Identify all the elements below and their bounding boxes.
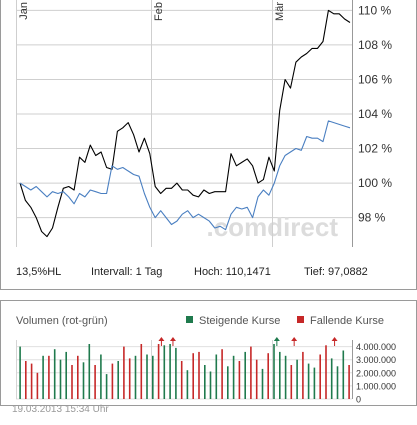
legend-falling-swatch <box>297 316 304 323</box>
overflow-marker <box>331 337 338 341</box>
volume-bar <box>175 347 177 399</box>
stat-intervall: Intervall: 1 Tag <box>91 266 163 278</box>
volume-bar <box>48 355 50 399</box>
overflow-marker <box>169 337 176 341</box>
price-chart: 98 %100 %102 %104 %106 %108 %110 %.comdi… <box>16 0 392 247</box>
volume-bar <box>146 354 148 399</box>
volume-bar <box>273 344 275 399</box>
volume-bar <box>284 355 287 399</box>
volume-bar <box>319 354 321 399</box>
volume-bar <box>180 361 183 399</box>
y-tick-label: 98 % <box>358 211 386 225</box>
volume-bar <box>279 351 281 399</box>
volume-bar <box>215 354 218 399</box>
volume-bar <box>82 362 85 399</box>
y-tick-label: 110 % <box>358 3 391 17</box>
volume-bar <box>36 372 39 399</box>
x-tick-label: Feb <box>153 2 165 21</box>
volume-bar <box>255 359 258 399</box>
volume-y-tick-label: 0 <box>356 395 361 405</box>
volume-bar <box>169 344 171 399</box>
chart-stats: 13,5%HL Intervall: 1 Tag Hoch: 110,1471 … <box>0 266 417 280</box>
volume-y-tick-label: 3.000.000 <box>356 355 396 365</box>
x-tick-label: Jan <box>18 2 30 20</box>
volume-bar <box>342 350 345 399</box>
volume-bar <box>19 346 21 399</box>
volume-bar <box>221 349 223 399</box>
volume-bar <box>134 355 137 399</box>
legend-rising-swatch <box>186 316 193 323</box>
volume-bar <box>232 355 235 399</box>
volume-bar <box>209 371 212 399</box>
volume-bar <box>163 345 166 399</box>
volume-bar <box>250 346 252 399</box>
legend-falling: Fallende Kurse <box>297 315 384 327</box>
volume-bar <box>100 354 102 399</box>
volume-bar <box>105 374 108 399</box>
stat-hl: 13,5%HL <box>16 266 62 278</box>
x-tick-label: Mär <box>274 2 286 21</box>
volume-bar <box>42 355 44 399</box>
legend-rising-label: Steigende Kurse <box>199 315 281 327</box>
overflow-marker <box>273 337 280 341</box>
volume-bar <box>227 366 229 399</box>
volume-y-tick-label: 2.000.000 <box>356 368 396 378</box>
volume-bar <box>198 351 200 399</box>
volume-bar <box>204 365 206 399</box>
volume-bar <box>94 365 96 399</box>
volume-bar <box>325 345 327 399</box>
volume-bar <box>238 361 241 399</box>
volume-bar <box>307 363 310 399</box>
volume-bar <box>261 368 264 399</box>
volume-title: Volumen (rot-grün) <box>16 315 108 327</box>
volume-bar <box>157 344 160 399</box>
series-line-blue <box>19 120 351 231</box>
volume-bar <box>192 353 194 399</box>
volume-bar <box>53 349 56 399</box>
volume-bar <box>186 370 189 399</box>
volume-bar <box>117 361 119 399</box>
volume-bar <box>267 353 269 399</box>
volume-bar <box>128 358 131 399</box>
volume-bar <box>25 361 27 399</box>
timestamp: 19.03.2013 15:34 Uhr <box>12 404 109 415</box>
volume-bar <box>302 351 304 399</box>
stat-hoch: Hoch: 110,1471 <box>194 266 271 278</box>
volume-bar <box>88 344 91 399</box>
volume-bar <box>140 344 143 399</box>
volume-bar <box>290 365 293 399</box>
volume-bar <box>65 351 67 399</box>
volume-bar <box>244 351 246 399</box>
price-panel-border <box>0 0 417 290</box>
y-tick-label: 102 % <box>358 142 392 156</box>
overflow-marker <box>291 337 298 341</box>
volume-bar <box>77 355 79 399</box>
volume-bar <box>59 359 62 399</box>
volume-bar <box>348 365 350 399</box>
y-tick-label: 106 % <box>358 72 392 86</box>
volume-bar <box>152 355 154 399</box>
legend-falling-label: Fallende Kurse <box>310 315 384 327</box>
volume-bar <box>336 366 339 399</box>
y-tick-label: 104 % <box>358 107 392 121</box>
volume-bar <box>71 365 73 399</box>
legend-rising: Steigende Kurse <box>186 315 280 327</box>
y-tick-label: 100 % <box>358 176 392 190</box>
volume-y-tick-label: 1.000.000 <box>356 381 396 391</box>
volume-bar <box>111 363 114 399</box>
overflow-marker <box>158 337 165 341</box>
volume-bar <box>330 358 333 399</box>
stat-tief: Tief: 97,0882 <box>304 266 368 278</box>
volume-bar <box>123 346 125 399</box>
series-line-black <box>19 9 351 238</box>
volume-chart: 0 1.000.000 2.000.000 3.000.000 4.000.000 <box>16 337 396 405</box>
volume-y-tick-label: 4.000.000 <box>356 342 396 352</box>
volume-bar <box>30 363 33 399</box>
volume-bar <box>296 359 298 399</box>
volume-bar <box>313 367 316 399</box>
y-tick-label: 108 % <box>358 38 392 52</box>
